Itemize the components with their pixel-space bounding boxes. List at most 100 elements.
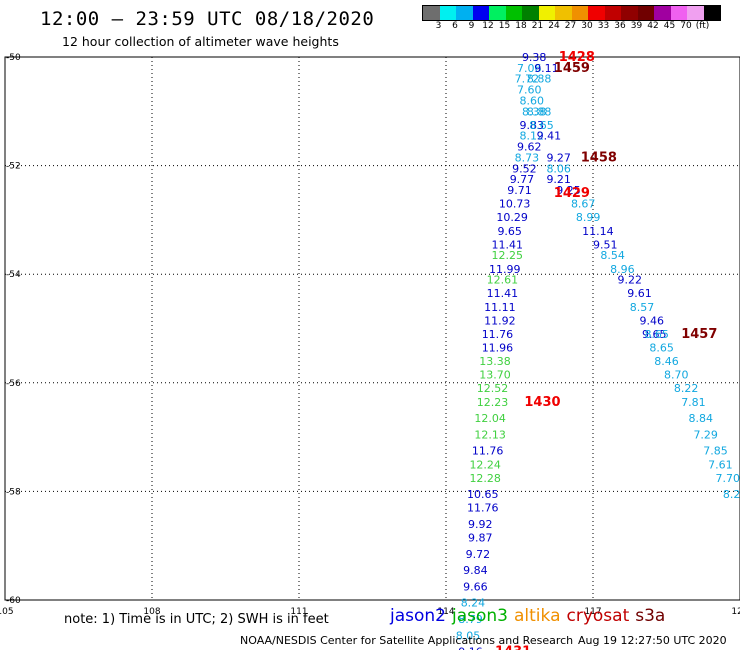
color-swatch	[423, 6, 440, 20]
color-scale-tick: 33	[597, 21, 610, 31]
footer-note: note: 1) Time is in UTC; 2) SWH is in fe…	[64, 612, 329, 627]
wave-height-value: 12.13	[474, 428, 506, 441]
wave-height-value: 13.38	[479, 355, 511, 368]
pass-time-label: 1430	[524, 395, 560, 410]
color-swatch	[571, 6, 588, 20]
wave-height-value: 9.62	[517, 141, 542, 154]
color-scale-tick: 42	[647, 21, 659, 31]
pass-time-label: 1459	[554, 61, 590, 76]
color-scale-tick: 24	[548, 21, 560, 31]
wave-height-value: 8.20	[723, 488, 740, 501]
wave-height-value: 7.61	[708, 458, 733, 471]
wave-height-value: 8.70	[664, 369, 689, 382]
color-scale-bar	[422, 5, 721, 21]
wave-height-value: 8.99	[576, 211, 601, 224]
wave-height-value: 7.72	[515, 73, 540, 86]
wave-height-value: 11.96	[482, 342, 514, 355]
wave-height-value: 8.38	[522, 105, 547, 118]
wave-height-value: 8.12	[520, 130, 545, 143]
color-scale-tick: 36	[614, 21, 626, 31]
wave-height-value: 9.77	[510, 173, 535, 186]
color-swatch	[588, 6, 605, 20]
color-swatch	[555, 6, 572, 20]
wave-height-value: 9.38	[522, 51, 547, 64]
wave-height-value: 8.79	[458, 613, 483, 626]
wave-height-value: 7.85	[703, 445, 728, 458]
wave-height-value: 11.41	[487, 287, 519, 300]
legend-item: altika	[514, 606, 561, 626]
wave-height-value: 12.52	[477, 382, 509, 395]
lat-tick-label: -52	[6, 162, 21, 172]
wave-height-value: 9.87	[468, 532, 493, 545]
generation-timestamp: Aug 19 12:27:50 UTC 2020	[578, 634, 727, 647]
wave-height-value: 8.22	[674, 382, 699, 395]
wave-height-value: 9.25	[556, 184, 581, 197]
color-scale-tick: 27	[564, 21, 577, 31]
lat-tick-label: -54	[6, 270, 21, 280]
color-swatch	[654, 6, 671, 20]
wave-height-value: 8.88	[527, 105, 552, 118]
map-frame	[4, 56, 740, 601]
color-scale-tick: 45	[663, 21, 676, 31]
pass-time-label: 1457	[681, 327, 717, 342]
wave-height-value: 8.46	[654, 355, 679, 368]
wave-height-value: 9.16	[458, 646, 483, 650]
wave-height-value: 11.14	[582, 225, 614, 238]
lon-tick-label: 120	[731, 607, 740, 617]
color-swatch	[472, 6, 489, 20]
lat-tick-label: -58	[6, 487, 21, 497]
legend-item: cryosat	[566, 606, 630, 626]
wave-height-value: 9.65	[642, 328, 667, 341]
wave-height-value: 8.65	[649, 342, 674, 355]
color-swatch	[703, 6, 720, 20]
lon-tick-label: 117	[584, 607, 601, 617]
lon-tick-label: 111	[290, 607, 307, 617]
wave-height-value: 9.22	[618, 274, 643, 287]
wave-height-value: 9.46	[640, 314, 665, 327]
wave-height-value: 10.65	[467, 488, 499, 501]
wave-height-value: 8.57	[630, 301, 655, 314]
wave-height-value: 11.76	[467, 502, 499, 515]
lon-tick-label: 108	[143, 607, 160, 617]
pass-time-label: 1428	[559, 50, 595, 65]
lat-tick-label: -56	[6, 379, 21, 389]
color-swatch	[522, 6, 539, 20]
wave-height-value: 11.92	[484, 314, 516, 327]
wave-height-value: 12.28	[469, 472, 501, 485]
wave-height-value: 11.11	[484, 301, 516, 314]
color-scale-tick: 70	[680, 21, 692, 31]
color-scale-labels: 3 6 9 12 15 18 21 24 27 30 33 36 39 42 45 70 (ft)	[422, 21, 740, 33]
color-scale-tick: 18	[515, 21, 527, 31]
wave-height-value: 8.54	[600, 249, 625, 262]
wave-height-value: 7.70	[716, 472, 740, 485]
wave-height-value: 9.65	[497, 225, 522, 238]
color-scale-tick: 3	[435, 21, 442, 31]
wave-height-value: 9.51	[593, 238, 618, 251]
wave-height-value: 9.52	[512, 162, 537, 175]
wave-height-value: 7.60	[517, 84, 542, 97]
pass-time-label: 1429	[554, 186, 590, 201]
wave-height-value: 11.41	[492, 238, 524, 251]
color-swatch	[489, 6, 506, 20]
color-swatch	[621, 6, 638, 20]
wave-height-value: 12.61	[487, 274, 519, 287]
wave-height-value: 7.06	[517, 62, 542, 75]
color-scale-tick: 30	[581, 21, 593, 31]
wave-height-value: 9.83	[520, 119, 545, 132]
color-swatch	[538, 6, 555, 20]
color-scale-tick: 6	[452, 21, 458, 31]
wave-height-value: 9.66	[463, 580, 488, 593]
color-swatch	[604, 6, 621, 20]
legend-item: s3a	[635, 606, 666, 626]
wave-height-value: 7.29	[693, 428, 718, 441]
wave-height-value: 9.27	[546, 151, 571, 164]
wave-height-value: 11.76	[472, 445, 504, 458]
credit-line: NOAA/NESDIS Center for Satellite Applica…	[240, 634, 574, 647]
color-scale-tick: 21	[531, 21, 544, 31]
lat-tick-label: -60	[6, 596, 21, 606]
wave-height-value: 8.73	[515, 151, 540, 164]
wave-height-value: 8.84	[689, 412, 714, 425]
lon-tick-label: 114	[437, 607, 454, 617]
color-scale-tick: 12	[482, 21, 494, 31]
